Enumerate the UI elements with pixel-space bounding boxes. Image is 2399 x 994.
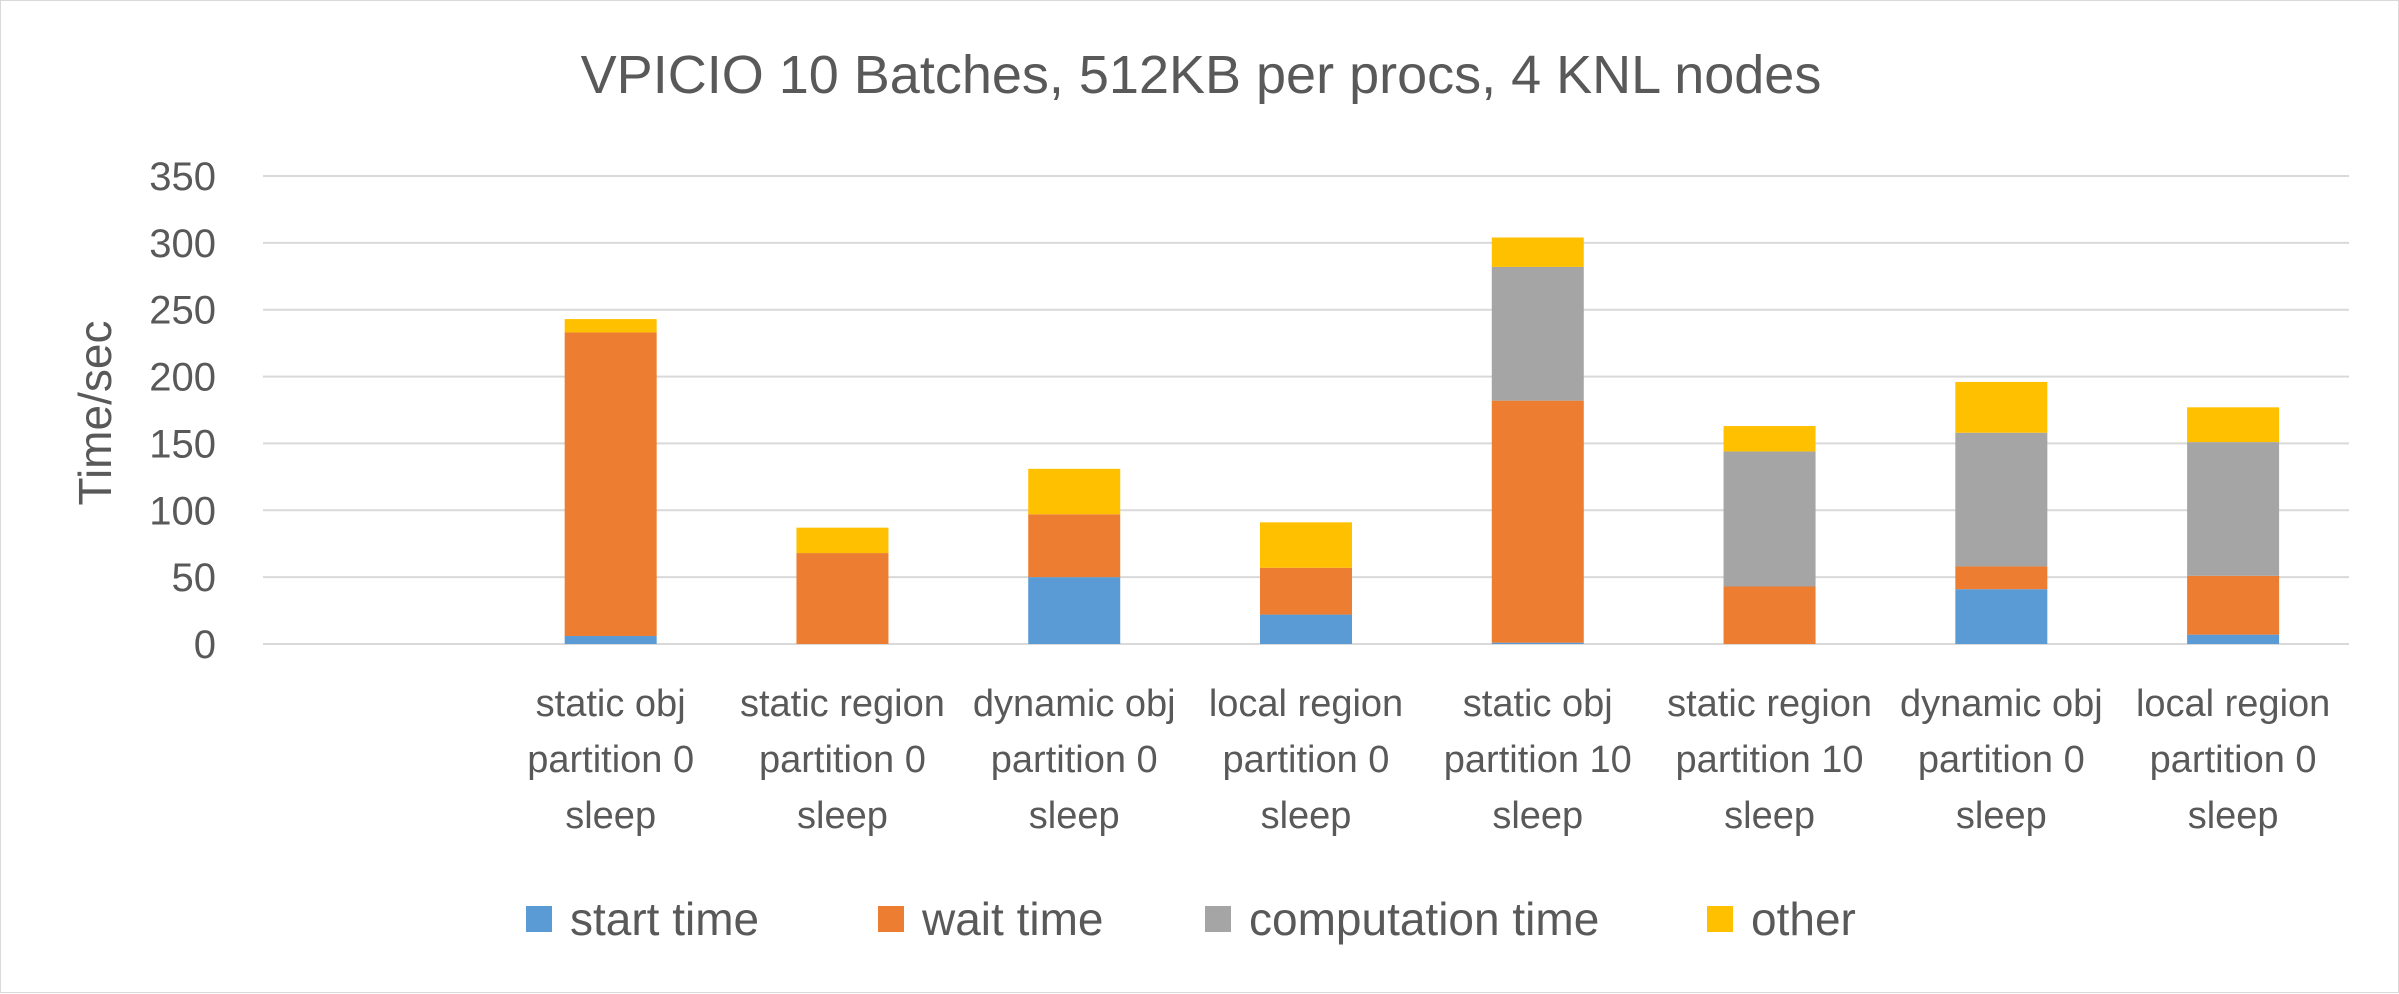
bar-segment [1723, 586, 1816, 644]
legend-label: start time [570, 893, 759, 945]
x-category-label: sleep [1956, 795, 2047, 837]
bar-segment [1028, 514, 1121, 578]
legend-swatch [1707, 906, 1733, 932]
y-tick-label: 0 [194, 623, 216, 667]
legend-label: wait time [921, 893, 1103, 945]
bar-segment [1260, 614, 1352, 644]
bar-segment [2187, 407, 2280, 443]
x-category-label: partition 0 [2150, 739, 2317, 781]
bars [564, 237, 2280, 644]
x-category-label: partition 0 [1223, 739, 1390, 781]
y-tick-label: 300 [149, 222, 216, 266]
x-category-label: partition 10 [1444, 739, 1632, 781]
y-axis-label: Time/sec [69, 321, 121, 506]
bar-segment [1955, 432, 2048, 567]
x-axis-categories: static obj partition 0 sleep static region p… [527, 683, 2330, 837]
x-category-label: dynamic obj [1900, 683, 2103, 725]
bar-segment [564, 635, 657, 644]
bar-segment [2187, 442, 2280, 576]
y-tick-label: 200 [149, 356, 216, 400]
bar-segment [1491, 237, 1584, 267]
x-category-label: partition 0 [527, 739, 694, 781]
x-category-label: static obj [536, 683, 686, 725]
x-category-label: static region [1667, 683, 1872, 725]
bar-segment [1955, 381, 2048, 433]
x-category-label: sleep [1261, 795, 1352, 837]
y-tick-label: 150 [149, 422, 216, 466]
bar-segment [564, 319, 657, 333]
y-tick-label: 100 [149, 489, 216, 533]
bar-segment [1723, 451, 1816, 587]
chart-title: VPICIO 10 Batches, 512KB per procs, 4 KN… [581, 45, 1822, 105]
x-category-label: static obj [1463, 683, 1613, 725]
bar-segment [1028, 468, 1121, 515]
legend-label: other [1751, 893, 1856, 945]
x-category-label: sleep [1029, 795, 1120, 837]
bar-segment [1260, 567, 1352, 615]
bar-segment [1260, 522, 1352, 568]
y-tick-label: 50 [172, 556, 217, 600]
y-tick-label: 250 [149, 289, 216, 333]
bar-segment [1491, 400, 1584, 643]
x-category-label: local region [2136, 683, 2330, 725]
bar-segment [2187, 575, 2280, 635]
bar-segment [1491, 642, 1584, 644]
x-category-label: dynamic obj [973, 683, 1176, 725]
x-category-label: sleep [2188, 795, 2279, 837]
bar-segment [796, 553, 889, 644]
bar-segment [2187, 634, 2280, 644]
legend-label: computation time [1249, 893, 1599, 945]
bar-segment [1028, 577, 1121, 644]
bar-segment [1955, 566, 2048, 590]
x-category-label: static region [740, 683, 945, 725]
bar-segment [1723, 426, 1816, 452]
bar-segment [1491, 266, 1584, 401]
bar-segment [1955, 589, 2048, 644]
x-category-label: local region [1209, 683, 1403, 725]
legend-swatch [878, 906, 904, 932]
x-category-label: partition 0 [1918, 739, 2085, 781]
x-category-label: sleep [565, 795, 656, 837]
x-category-label: sleep [1492, 795, 1583, 837]
x-category-label: partition 0 [759, 739, 926, 781]
x-category-label: partition 10 [1676, 739, 1864, 781]
y-tick-label: 350 [149, 155, 216, 199]
x-category-label: sleep [1724, 795, 1815, 837]
legend-swatch [526, 906, 552, 932]
x-category-label: partition 0 [991, 739, 1158, 781]
bar-segment [564, 332, 657, 636]
y-axis-ticks: 0 50 100 150 200 250 300 350 [149, 155, 216, 667]
legend: start time wait time computation time other [526, 893, 1856, 945]
x-category-label: sleep [797, 795, 888, 837]
legend-swatch [1205, 906, 1231, 932]
bar-segment [796, 527, 889, 554]
